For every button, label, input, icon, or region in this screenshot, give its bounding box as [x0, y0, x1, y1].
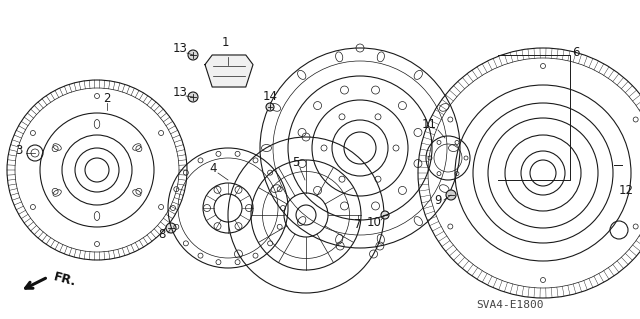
- Circle shape: [446, 190, 456, 200]
- Text: 10: 10: [367, 216, 381, 228]
- Text: 4: 4: [209, 161, 217, 174]
- Text: FR.: FR.: [52, 271, 77, 289]
- Text: 13: 13: [173, 86, 188, 100]
- Text: 13: 13: [173, 41, 188, 55]
- Text: 11: 11: [422, 117, 436, 130]
- Circle shape: [266, 103, 274, 111]
- Text: 7: 7: [355, 218, 362, 231]
- Circle shape: [188, 50, 198, 60]
- Text: 5: 5: [292, 157, 300, 169]
- Text: 9: 9: [435, 195, 442, 207]
- Text: 1: 1: [221, 35, 228, 48]
- Text: 3: 3: [15, 145, 22, 158]
- Text: 6: 6: [572, 46, 580, 58]
- Text: SVA4-E1800: SVA4-E1800: [476, 300, 544, 310]
- Text: 12: 12: [618, 183, 634, 197]
- Text: 14: 14: [262, 91, 278, 103]
- Circle shape: [381, 211, 389, 219]
- Circle shape: [166, 223, 176, 233]
- Circle shape: [188, 92, 198, 102]
- Polygon shape: [205, 55, 253, 87]
- Text: 2: 2: [103, 92, 111, 105]
- Text: 8: 8: [158, 228, 166, 241]
